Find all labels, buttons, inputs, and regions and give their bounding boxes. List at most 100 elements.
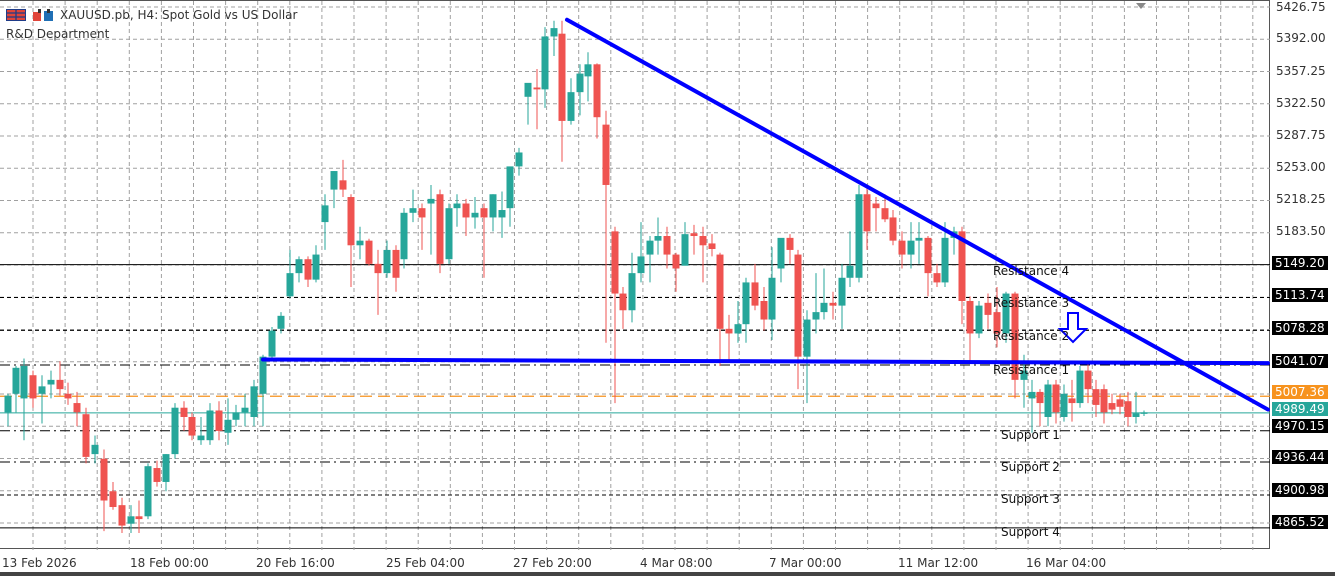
bull-candle bbox=[1002, 293, 1010, 334]
trading-icon[interactable] bbox=[33, 9, 53, 21]
bull-candle bbox=[1060, 393, 1068, 417]
bull-candle bbox=[907, 240, 915, 255]
time-tick: 11 Mar 12:00 bbox=[898, 556, 979, 570]
bear-candle bbox=[786, 237, 794, 250]
bull-candle bbox=[524, 82, 532, 97]
chart-shift-marker-icon bbox=[1136, 3, 1146, 9]
price-tick: 5253.00 bbox=[1276, 160, 1326, 174]
bear-candle bbox=[958, 231, 966, 301]
bear-candle bbox=[1084, 370, 1092, 390]
bear-candle bbox=[725, 328, 733, 334]
chart-canvas[interactable] bbox=[0, 0, 1270, 550]
bear-candle bbox=[993, 312, 1001, 334]
support-4-price-tag: 4865.52 bbox=[1272, 515, 1328, 529]
bear-candle bbox=[374, 263, 382, 274]
bid-price-tag: 4989.49 bbox=[1272, 402, 1328, 416]
bull-candle bbox=[321, 205, 329, 223]
time-tick: 7 Mar 00:00 bbox=[769, 556, 842, 570]
bear-candle bbox=[215, 410, 223, 431]
bull-candle bbox=[1132, 413, 1140, 417]
ask-price-tag: 5007.36 bbox=[1272, 385, 1328, 399]
bear-candle bbox=[663, 236, 671, 255]
bull-candle bbox=[471, 212, 479, 218]
bear-candle bbox=[56, 379, 64, 390]
bull-candle bbox=[941, 237, 949, 283]
price-tick: 5426.75 bbox=[1276, 0, 1326, 14]
bull-candle bbox=[250, 386, 258, 417]
bear-candle bbox=[1100, 389, 1108, 413]
bear-candle bbox=[966, 300, 974, 334]
bull-candle bbox=[4, 395, 12, 413]
bear-candle bbox=[29, 375, 37, 399]
bull-candle bbox=[400, 212, 408, 260]
bull-candle bbox=[846, 265, 854, 278]
price-tick: 5183.50 bbox=[1276, 224, 1326, 238]
chart-header: XAUUSD.pb, H4: Spot Gold vs US Dollar bbox=[6, 7, 297, 23]
resistance-3-price-tag: 5113.74 bbox=[1272, 288, 1328, 302]
bull-candle bbox=[838, 277, 846, 306]
price-chart[interactable] bbox=[0, 1, 1270, 550]
bull-candle bbox=[541, 36, 549, 90]
bear-candle bbox=[153, 468, 161, 482]
bull-candle bbox=[259, 356, 267, 394]
resistance-3-label: Resistance 3 bbox=[993, 296, 1070, 310]
bull-candle bbox=[576, 73, 584, 93]
bear-candle bbox=[418, 208, 426, 218]
bear-candle bbox=[889, 217, 897, 241]
bear-candle bbox=[1092, 389, 1100, 405]
bear-candle bbox=[984, 302, 992, 315]
bull-candle bbox=[38, 386, 46, 394]
descending-resistance-trendline bbox=[565, 17, 1270, 412]
bear-candle bbox=[304, 259, 312, 280]
bull-candle bbox=[812, 312, 820, 320]
time-tick: 13 Feb 2026 bbox=[2, 556, 77, 570]
chart-subtitle: R&D Department bbox=[6, 27, 110, 41]
bear-candle bbox=[751, 282, 759, 306]
bear-candle bbox=[347, 197, 355, 246]
resistance-2-label: Resistance 2 bbox=[993, 329, 1070, 343]
bull-candle bbox=[144, 466, 152, 517]
time-tick: 25 Feb 04:00 bbox=[386, 556, 465, 570]
bear-candle bbox=[392, 249, 400, 278]
bear-candle bbox=[863, 194, 871, 232]
bull-candle bbox=[356, 240, 364, 246]
bear-candle bbox=[881, 208, 889, 220]
bull-candle bbox=[91, 444, 99, 455]
support-2-price-tag: 4936.44 bbox=[1272, 450, 1328, 464]
bull-candle bbox=[330, 171, 338, 190]
time-tick: 4 Mar 08:00 bbox=[640, 556, 713, 570]
bull-candle bbox=[409, 208, 417, 213]
bull-candle bbox=[12, 367, 20, 394]
bull-candle bbox=[241, 407, 249, 413]
bull-candle bbox=[681, 234, 689, 266]
bear-candle bbox=[602, 124, 610, 185]
bear-candle bbox=[188, 416, 196, 436]
bull-candle bbox=[162, 454, 170, 482]
bear-candle bbox=[716, 254, 724, 329]
bull-candle bbox=[742, 282, 750, 325]
bear-candle bbox=[436, 194, 444, 264]
resistance-4-label: Resistance 4 bbox=[993, 264, 1070, 278]
bear-candle bbox=[593, 64, 601, 118]
bear-candle bbox=[533, 87, 541, 90]
bear-candle bbox=[135, 516, 143, 520]
bull-candle bbox=[127, 516, 135, 524]
bull-candle bbox=[1044, 384, 1052, 417]
bear-candle bbox=[690, 233, 698, 237]
bull-candle bbox=[489, 194, 497, 218]
bull-candle bbox=[768, 277, 776, 320]
bear-candle bbox=[180, 407, 188, 417]
bear-candle bbox=[339, 180, 347, 190]
bull-candle bbox=[654, 236, 662, 241]
bull-candle bbox=[915, 237, 923, 241]
down-arrow-icon bbox=[1057, 312, 1089, 344]
bear-candle bbox=[1052, 384, 1060, 413]
resistance-2-price-tag: 5078.28 bbox=[1272, 321, 1328, 335]
resistance-1-label: Resistance 1 bbox=[993, 363, 1070, 377]
bull-candle bbox=[584, 64, 592, 77]
time-tick: 27 Feb 20:00 bbox=[513, 556, 592, 570]
bear-candle bbox=[1124, 401, 1132, 417]
indicator-list-icon[interactable] bbox=[6, 9, 26, 21]
bull-candle bbox=[427, 198, 435, 204]
